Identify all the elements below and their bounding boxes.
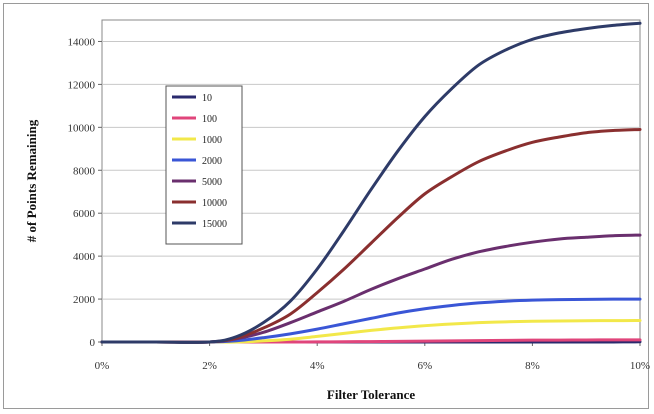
y-tick-label: 8000 xyxy=(73,165,96,177)
legend-label: 15000 xyxy=(202,219,227,230)
legend-label: 100 xyxy=(202,114,217,125)
y-tick-label: 10000 xyxy=(68,122,96,134)
legend-label: 10000 xyxy=(202,198,227,209)
series-line-15000 xyxy=(100,21,642,344)
y-tick-label: 2000 xyxy=(73,294,96,306)
legend-label: 1000 xyxy=(202,135,222,146)
x-tick-label: 2% xyxy=(202,360,217,372)
legend-label: 5000 xyxy=(202,177,222,188)
y-tick-label: 6000 xyxy=(73,208,96,220)
series-line-2000 xyxy=(100,297,642,344)
x-axis-title: Filter Tolerance xyxy=(327,387,415,402)
y-tick-label: 4000 xyxy=(73,251,96,263)
y-axis-title: # of Points Remaining xyxy=(24,119,39,242)
y-tick-label: 12000 xyxy=(68,79,96,91)
x-tick-label: 0% xyxy=(95,360,110,372)
x-tick-label: 4% xyxy=(310,360,325,372)
x-tick-label: 8% xyxy=(525,360,540,372)
y-tick-label: 0 xyxy=(90,337,96,349)
legend-box xyxy=(165,85,243,245)
x-tick-label: 10% xyxy=(630,360,650,372)
legend-label: 2000 xyxy=(202,156,222,167)
x-tick-label: 6% xyxy=(417,360,432,372)
legend-label: 10 xyxy=(202,93,212,104)
y-tick-label: 14000 xyxy=(68,36,96,48)
